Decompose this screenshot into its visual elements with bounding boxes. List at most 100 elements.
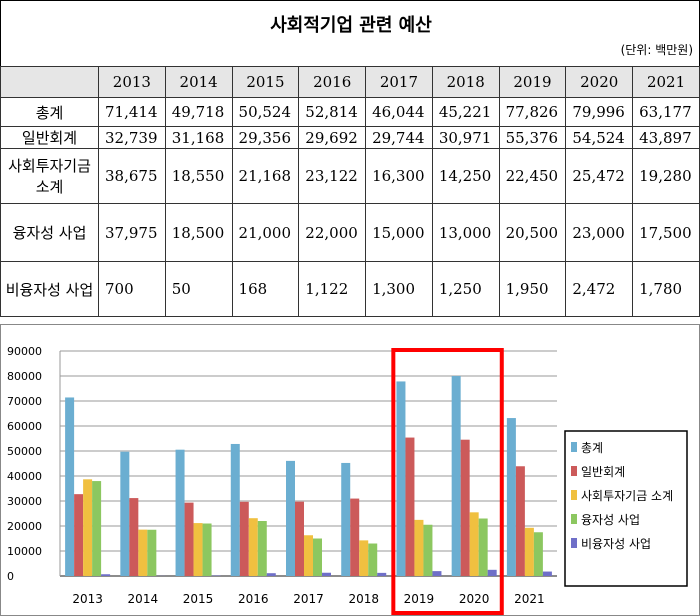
legend-label: 비융자성 사업 — [581, 537, 651, 551]
legend-swatch — [571, 490, 577, 500]
x-tick-label: 2013 — [72, 592, 103, 606]
bar — [506, 418, 516, 576]
value-cell: 43,897 — [632, 126, 700, 149]
value-cell: 168 — [231, 261, 300, 317]
bar — [542, 571, 552, 576]
value-cell: 29,744 — [365, 126, 433, 149]
year-header: 2020 — [565, 66, 634, 98]
legend-label: 융자성 사업 — [581, 513, 640, 527]
bar — [368, 543, 378, 576]
year-header: 2019 — [498, 66, 567, 98]
value-cell: 15,000 — [365, 203, 433, 262]
value-cell: 30,971 — [431, 126, 500, 149]
bar — [147, 529, 157, 576]
bar — [65, 397, 75, 576]
value-cell: 25,472 — [565, 148, 634, 204]
bar — [92, 481, 102, 576]
bar — [175, 449, 185, 576]
value-cell: 19,280 — [632, 148, 700, 204]
y-tick-label: 20000 — [7, 520, 42, 533]
legend-swatch — [571, 514, 577, 524]
x-tick-label: 2019 — [404, 592, 435, 606]
bar — [414, 519, 424, 576]
value-cell: 21,168 — [231, 148, 300, 204]
bar — [478, 518, 488, 576]
bar — [350, 498, 360, 576]
year-header: 2018 — [431, 66, 500, 98]
value-cell: 31,168 — [164, 126, 233, 149]
x-tick-label: 2021 — [514, 592, 545, 606]
bar — [74, 494, 84, 576]
bar — [120, 451, 130, 576]
value-cell: 17,500 — [632, 203, 700, 262]
corner-cell — [0, 66, 99, 98]
bar — [322, 572, 331, 576]
row-label: 사회투자기금 소계 — [0, 148, 99, 204]
bar — [239, 501, 249, 576]
y-tick-label: 10000 — [7, 545, 42, 558]
value-cell: 29,692 — [298, 126, 367, 149]
y-tick-label: 50000 — [7, 445, 42, 458]
value-cell: 1,950 — [498, 261, 567, 317]
value-cell: 1,250 — [431, 261, 500, 317]
legend-label: 총계 — [581, 441, 603, 455]
table-row: 사회투자기금 소계 38,675 18,550 21,168 23,122 16,300 1… — [0, 148, 700, 204]
bar — [101, 574, 111, 576]
bar — [460, 439, 470, 576]
bar — [266, 573, 276, 576]
y-tick-label: 80000 — [7, 370, 42, 383]
value-cell: 52,814 — [298, 97, 367, 127]
unit-label: (단위: 백만원) — [620, 43, 693, 57]
value-cell: 50,524 — [231, 97, 300, 127]
value-cell: 13,000 — [431, 203, 500, 262]
x-tick-label: 2018 — [348, 592, 379, 606]
title-box: 사회적기업 관련 예산 (단위: 백만원) — [0, 0, 700, 67]
table-row: 일반회계 32,739 31,168 29,356 29,692 29,744 30,971… — [0, 126, 700, 149]
table-row: 융자성 사업 37,975 18,500 21,000 22,000 15,000 13,0… — [0, 203, 700, 262]
bar — [515, 466, 525, 576]
value-cell: 63,177 — [632, 97, 700, 127]
y-tick-label: 70000 — [7, 395, 42, 408]
value-cell: 18,550 — [164, 148, 233, 204]
value-cell: 37,975 — [98, 203, 166, 262]
bar — [432, 571, 442, 576]
value-cell: 77,826 — [498, 97, 567, 127]
row-label: 일반회계 — [0, 126, 99, 149]
y-tick-label: 90000 — [7, 345, 42, 358]
legend-swatch — [571, 538, 577, 548]
year-header: 2014 — [164, 66, 233, 98]
value-cell: 1,122 — [298, 261, 367, 317]
bar — [230, 443, 240, 576]
year-header: 2021 — [632, 66, 700, 98]
bar — [405, 437, 415, 576]
bar — [313, 538, 322, 576]
value-cell: 1,300 — [365, 261, 433, 317]
bar — [469, 512, 479, 576]
value-cell: 20,500 — [498, 203, 567, 262]
value-cell: 50 — [164, 261, 233, 317]
value-cell: 14,250 — [431, 148, 500, 204]
x-tick-label: 2014 — [128, 592, 159, 606]
value-cell: 38,675 — [98, 148, 166, 204]
budget-table: 2013 2014 2015 2016 2017 2018 2019 2020 2021 총계 7… — [0, 66, 700, 317]
value-cell: 55,376 — [498, 126, 567, 149]
bar — [286, 460, 295, 576]
table-row: 비융자성 사업 700 50 168 1,122 1,300 1,250 1,950 2,472… — [0, 261, 700, 317]
bar — [184, 502, 194, 576]
x-tick-label: 2020 — [459, 592, 490, 606]
value-cell: 71,414 — [98, 97, 166, 127]
bar — [451, 376, 461, 576]
bar — [295, 501, 304, 576]
bar — [524, 527, 534, 576]
bar — [377, 572, 387, 576]
bar — [257, 521, 267, 576]
bar — [359, 540, 369, 576]
bar — [193, 523, 203, 576]
bar — [83, 479, 93, 576]
x-tick-label: 2016 — [238, 592, 269, 606]
value-cell: 22,000 — [298, 203, 367, 262]
bar — [202, 523, 212, 576]
value-cell: 79,996 — [565, 97, 634, 127]
y-tick-label: 0 — [7, 570, 14, 583]
